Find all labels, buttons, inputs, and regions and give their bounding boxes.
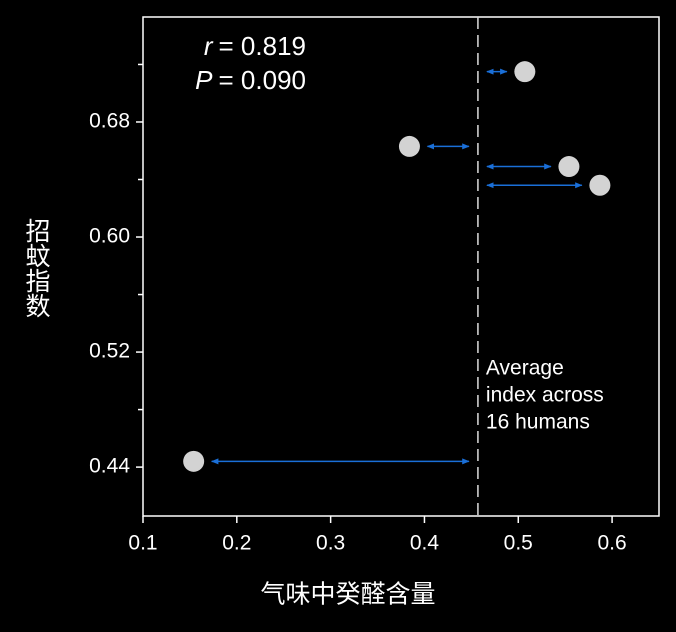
x-tick-label: 0.6 — [597, 532, 626, 555]
average-note: Average — [486, 357, 564, 380]
x-tick-label: 0.3 — [316, 532, 345, 555]
y-tick-label: 0.44 — [89, 455, 130, 478]
x-axis-title: 气味中癸醛含量 — [260, 581, 435, 609]
y-tick-label: 0.68 — [89, 110, 130, 133]
y-axis-title: 招蚊指数 — [22, 218, 51, 318]
point — [589, 174, 611, 196]
stat-symbol: r — [204, 31, 214, 61]
plot-frame — [142, 16, 660, 517]
point — [183, 450, 205, 472]
x-tick-label: 0.1 — [128, 532, 157, 555]
stat-value: = 0.819 — [219, 31, 306, 61]
average-note: index across — [486, 384, 604, 407]
average-note: 16 humans — [486, 411, 590, 434]
point — [514, 61, 536, 83]
stat-symbol: P — [195, 65, 213, 95]
y-tick-label: 0.60 — [89, 225, 130, 248]
stat: r = 0.819 — [204, 31, 306, 61]
x-tick-label: 0.2 — [222, 532, 251, 555]
stat: P = 0.090 — [195, 65, 306, 95]
point — [398, 135, 420, 157]
x-tick-label: 0.4 — [410, 532, 440, 555]
y-tick-label: 0.52 — [89, 340, 130, 363]
x-tick-label: 0.5 — [504, 532, 533, 555]
point — [558, 156, 580, 178]
stat-value: = 0.090 — [219, 65, 306, 95]
